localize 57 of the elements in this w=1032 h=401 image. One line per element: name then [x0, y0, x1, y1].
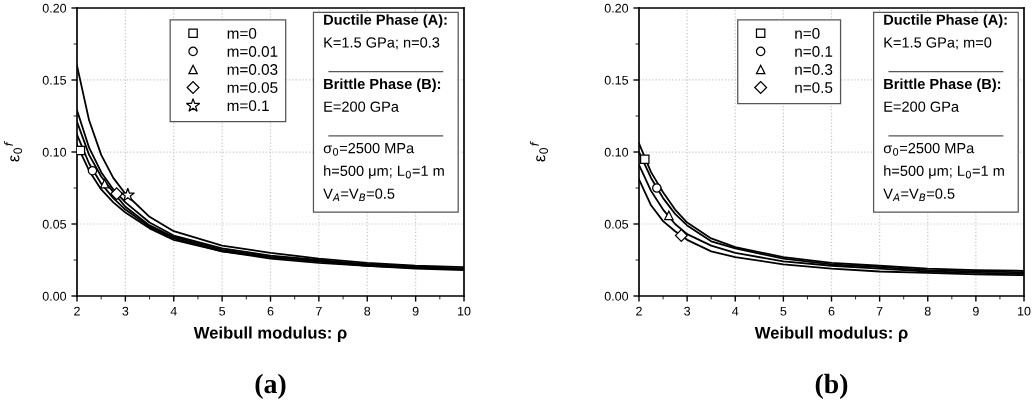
x-tick-label: 6: [267, 306, 274, 316]
x-tick-label: 2: [74, 306, 80, 316]
annotation: h=500 μm; L$_{0}$=1 m: [884, 165, 1004, 179]
annotation: Ductile Phase (A):: [324, 14, 447, 28]
y-tick-label: 0.20: [42, 3, 67, 13]
annotation: σ$_{0}$=2500 MPa: [323, 142, 415, 156]
y-tick-label: 0.10: [42, 147, 67, 157]
y-tick-label: 0.15: [42, 75, 67, 85]
x-tick-label: 3: [122, 306, 129, 316]
x-tick-label: 3: [684, 306, 691, 316]
y-tick-label: 0.00: [604, 291, 629, 301]
annotation: K=1.5 GPa; m=0: [884, 37, 992, 50]
x-tick-label: 10: [458, 306, 471, 316]
text: (a): [255, 373, 286, 399]
annotation: h=500 μm; L$_{0}$=1 m: [324, 165, 444, 179]
y-tick-label: 0.15: [604, 75, 629, 85]
legend-label: n=0: [795, 28, 820, 39]
text: (b): [815, 373, 848, 399]
y-tick-label: 0.05: [42, 219, 67, 229]
annotation: V$_{A}$=V$_{B}$=0.5: [323, 188, 395, 202]
y-tick-label: 0.10: [604, 147, 629, 157]
x-axis-title: Weibull modulus: ρ: [193, 326, 347, 342]
annotation: E=200 GPa: [884, 101, 960, 112]
annotation: Brittle Phase (B):: [884, 78, 1001, 92]
legend-label: m=0.01: [227, 46, 278, 57]
legend-label: m=0.1: [227, 100, 269, 112]
y-tick-label: 0.20: [604, 3, 629, 13]
x-axis-title: Weibull modulus: ρ: [754, 326, 908, 342]
legend-label: m=0: [227, 28, 257, 39]
x-tick-label: 9: [972, 306, 979, 316]
x-tick-label: 6: [828, 306, 835, 316]
y-axis-title: ε$_{0}$$^{f}$: [4, 140, 23, 162]
legend-label: m=0.03: [227, 64, 278, 75]
x-tick-label: 8: [364, 306, 371, 316]
annotation: E=200 GPa: [324, 101, 399, 112]
y-axis-title: ε$_{0}$$^{f}$: [529, 140, 549, 162]
x-tick-label: 4: [170, 306, 177, 316]
y-tick-label: 0.00: [42, 291, 67, 301]
x-tick-label: 7: [876, 306, 883, 316]
x-tick-label: 8: [924, 306, 931, 316]
x-tick-label: 7: [316, 306, 322, 316]
legend-label: n=0.1: [795, 46, 833, 57]
x-tick-label: 2: [636, 306, 642, 316]
annotation: V$_{A}$=V$_{B}$=0.5: [883, 188, 955, 202]
legend-label: n=0.5: [795, 82, 833, 93]
x-tick-label: 9: [412, 306, 419, 316]
annotation: σ$_{0}$=2500 MPa: [883, 142, 975, 156]
annotation: K=1.5 GPa; n=0.3: [324, 37, 440, 50]
x-tick-label: 5: [219, 306, 226, 316]
annotation: Ductile Phase (A):: [884, 14, 1007, 28]
x-tick-label: 4: [732, 306, 739, 316]
x-tick-label: 10: [1018, 306, 1031, 316]
legend-label: m=0.05: [227, 82, 278, 93]
y-tick-label: 0.05: [604, 219, 629, 229]
legend-label: n=0.3: [795, 64, 833, 75]
x-tick-label: 5: [780, 306, 787, 316]
annotation: Brittle Phase (B):: [324, 78, 441, 92]
